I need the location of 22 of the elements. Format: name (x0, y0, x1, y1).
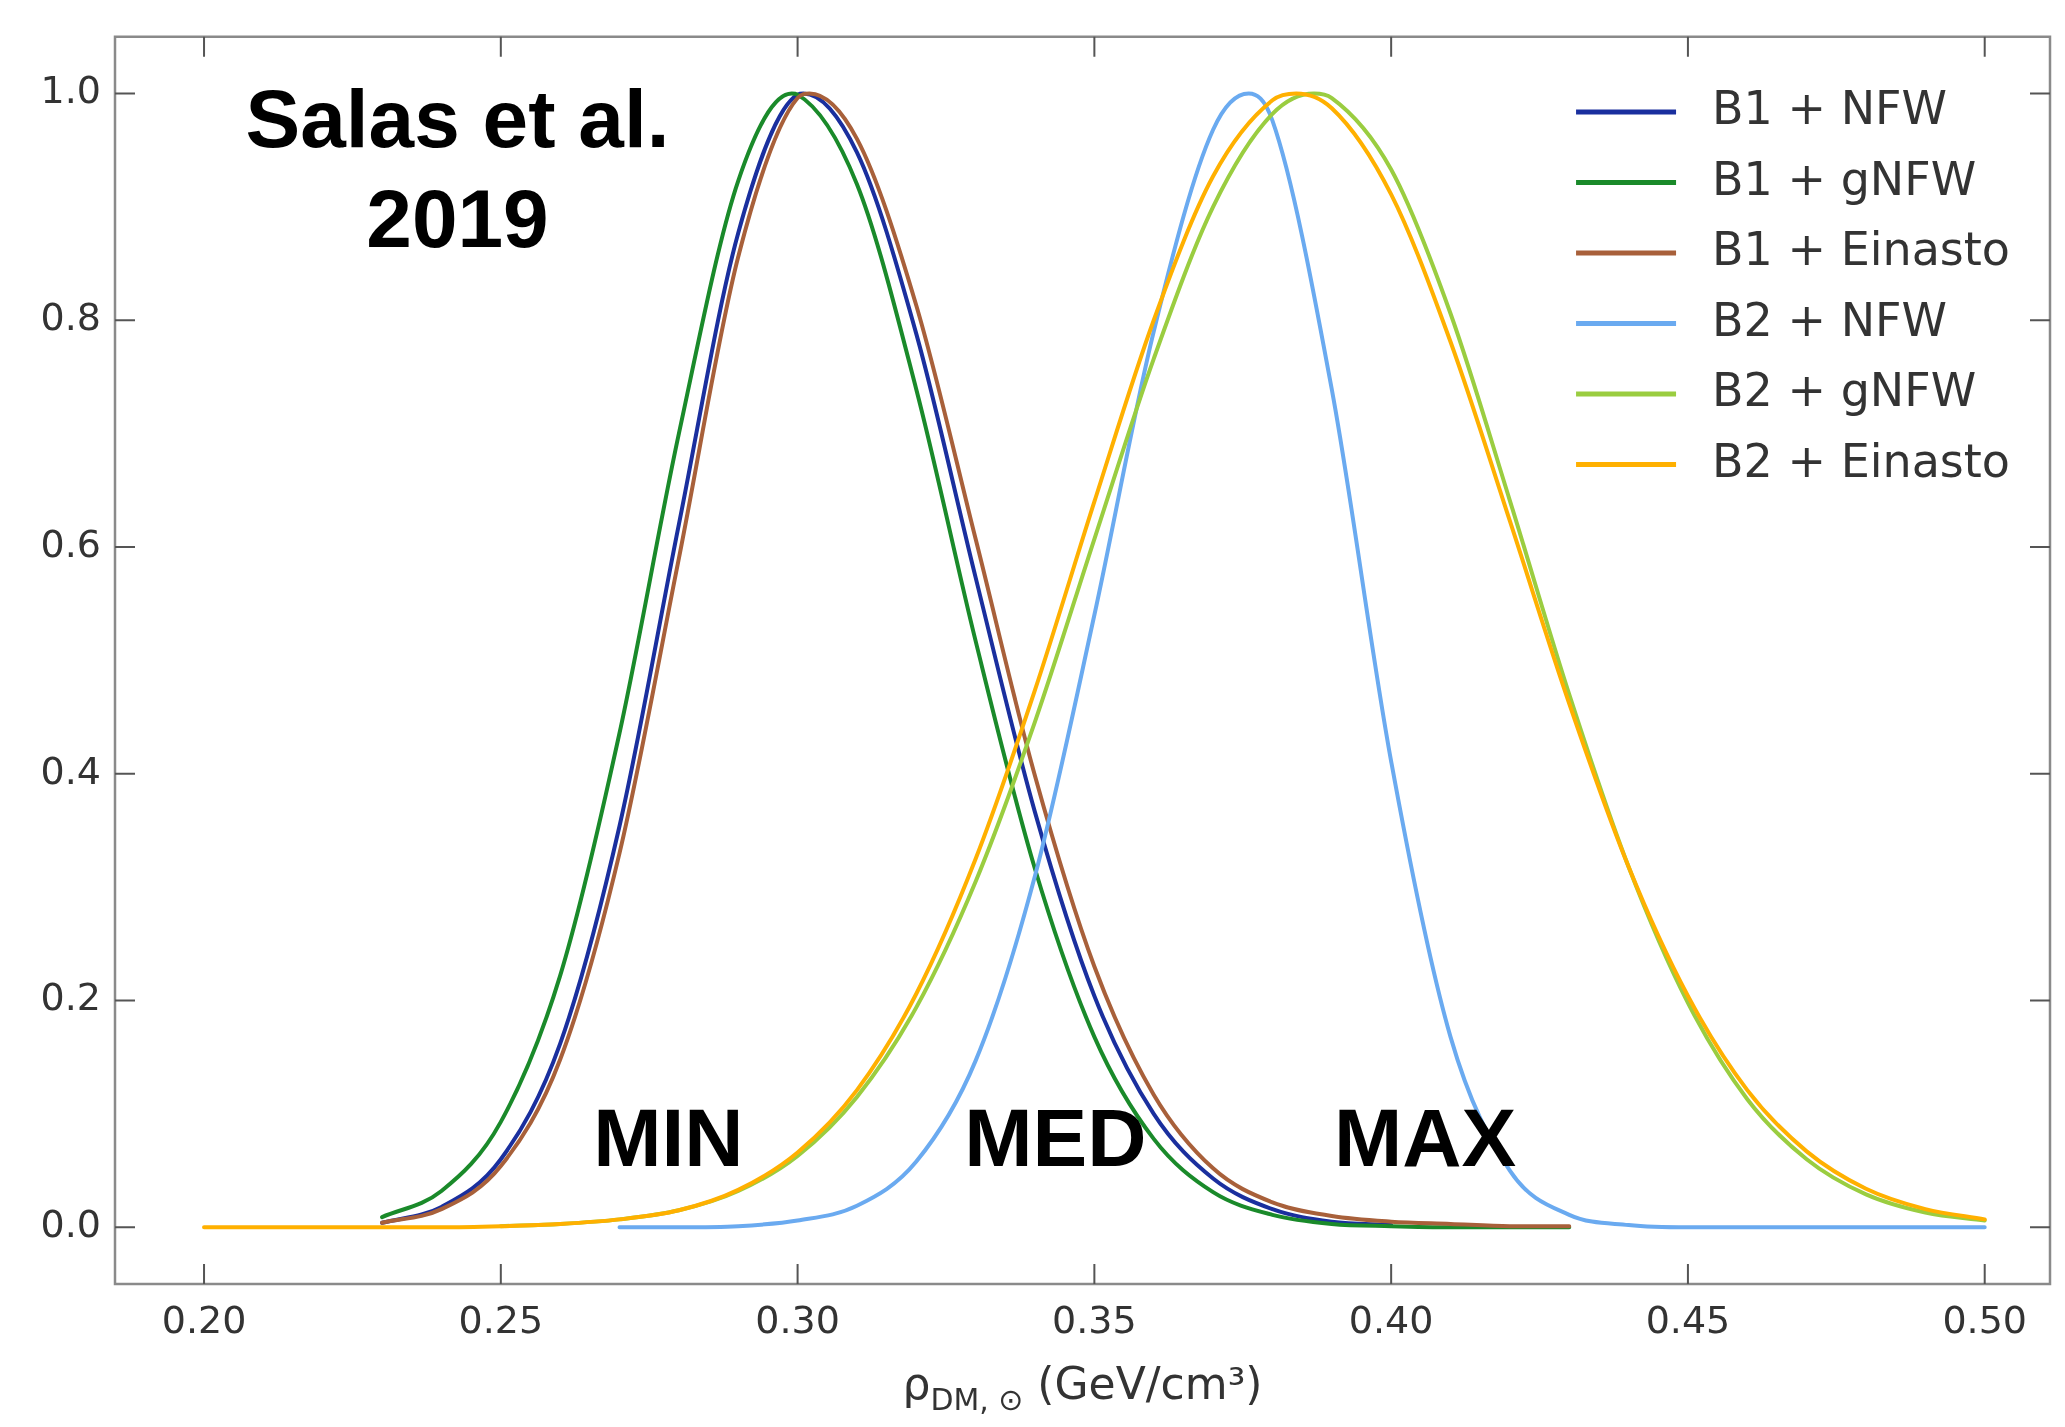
x-tick-label: 0.20 (161, 1297, 247, 1342)
legend-label: B1 + gNFW (1712, 151, 1977, 206)
y-tick-label: 0.6 (40, 521, 101, 566)
y-tick-label: 1.0 (40, 68, 101, 113)
annotation: MIN (593, 1091, 744, 1183)
y-tick-label: 0.2 (40, 975, 101, 1020)
annotation: MED (964, 1091, 1147, 1183)
y-tick-label: 0.0 (40, 1202, 101, 1247)
x-tick-label: 0.50 (1942, 1297, 2028, 1342)
x-tick-label: 0.25 (458, 1297, 544, 1342)
legend-label: B2 + gNFW (1712, 363, 1977, 417)
x-tick-label: 0.35 (1052, 1297, 1137, 1342)
y-tick-label: 0.8 (40, 295, 101, 340)
y-tick-label: 0.4 (40, 748, 101, 793)
legend-label: B1 + NFW (1712, 81, 1948, 135)
annotation: Salas et al. 2019 (245, 72, 670, 264)
legend-label: B2 + Einasto (1712, 433, 2011, 488)
x-tick-label: 0.30 (755, 1297, 840, 1342)
legend-label: B1 + Einasto (1712, 222, 2011, 276)
x-tick-label: 0.40 (1348, 1297, 1434, 1342)
legend-label: B2 + NFW (1712, 292, 1948, 347)
x-tick-label: 0.45 (1645, 1297, 1731, 1342)
